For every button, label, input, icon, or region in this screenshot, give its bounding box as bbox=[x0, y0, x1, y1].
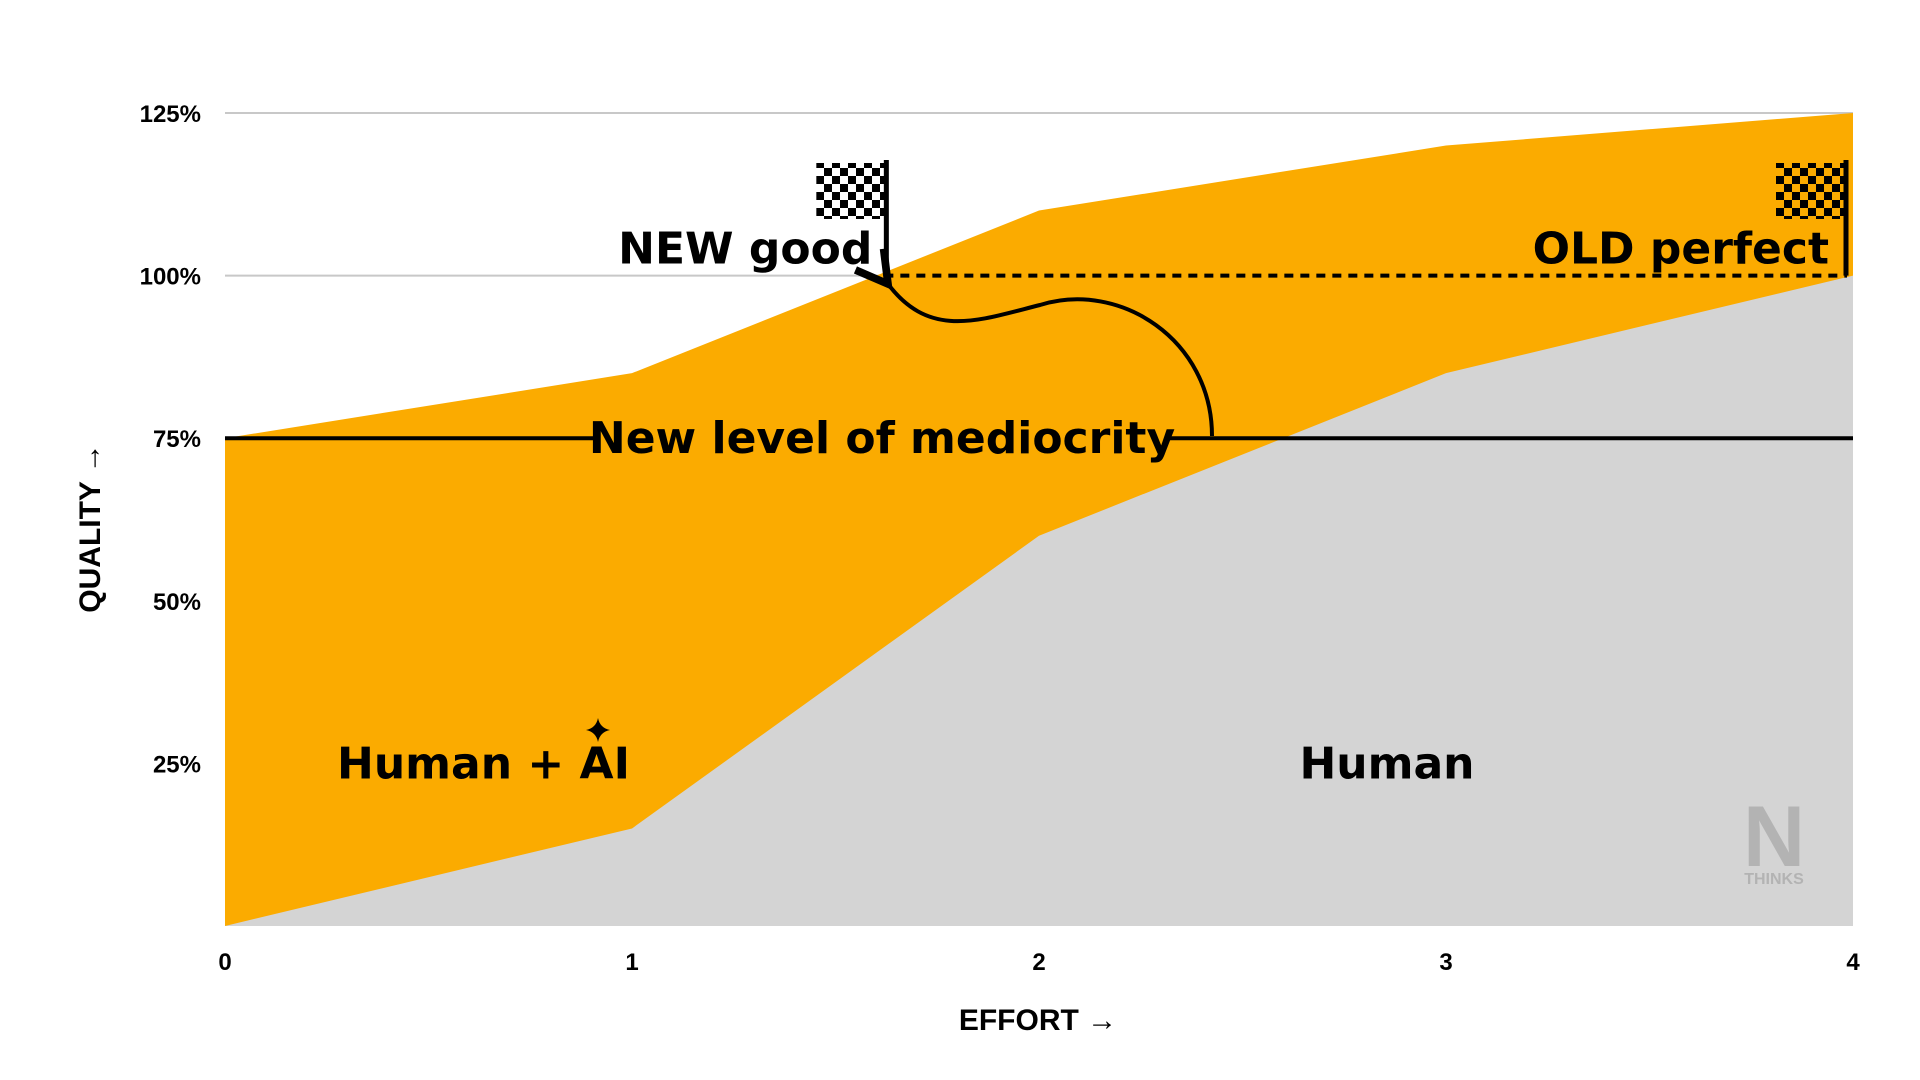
flag-old-perfect-icon-cloth bbox=[1776, 163, 1846, 219]
watermark-letter: N bbox=[1743, 789, 1805, 885]
x-tick-0: 0 bbox=[218, 949, 231, 976]
annotations: NEW good OLD perfect Human + AI Human NTHINK… bbox=[337, 160, 1849, 888]
y-tick-25: 25% bbox=[153, 751, 201, 778]
flag-new-good-icon bbox=[816, 160, 889, 276]
y-tick-75: 75% bbox=[153, 426, 201, 453]
reference-line-group: New level of mediocrity bbox=[225, 413, 1853, 464]
x-tick-labels: 0 1 2 3 4 bbox=[218, 949, 1860, 976]
y-tick-100: 100% bbox=[140, 264, 201, 291]
curved-arrow-icon bbox=[853, 248, 1214, 437]
y-tick-125: 125% bbox=[140, 101, 201, 128]
label-new-good: NEW good bbox=[618, 224, 872, 275]
label-human-ai: Human + AI bbox=[337, 738, 630, 789]
watermark-word: THINKS bbox=[1744, 871, 1804, 888]
y-axis-title: QUALITY → bbox=[74, 443, 107, 612]
x-axis-title: EFFORT → bbox=[959, 1004, 1117, 1037]
x-tick-2: 2 bbox=[1032, 949, 1045, 976]
x-tick-4: 4 bbox=[1846, 949, 1860, 976]
flag-new-good-icon-cloth bbox=[816, 163, 887, 219]
x-tick-3: 3 bbox=[1439, 949, 1452, 976]
y-tick-labels: 25% 50% 75% 100% 125% bbox=[140, 101, 201, 778]
sparkle-icon bbox=[586, 718, 610, 742]
x-tick-1: 1 bbox=[625, 949, 638, 976]
y-tick-50: 50% bbox=[153, 589, 201, 616]
label-human: Human bbox=[1299, 738, 1474, 789]
flag-old-perfect-icon bbox=[1776, 160, 1849, 276]
label-old-perfect: OLD perfect bbox=[1533, 224, 1829, 275]
reference-line-label: New level of mediocrity bbox=[589, 413, 1175, 464]
